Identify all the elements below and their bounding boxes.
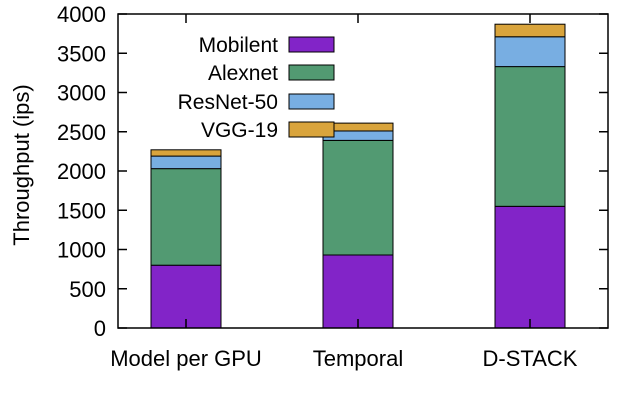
y-tick-label: 3000 (57, 81, 106, 106)
bar-segment-mobilent (322, 254, 394, 329)
y-axis-title: Throughput (ips) (9, 84, 34, 245)
legend-label: Mobilent (199, 34, 279, 57)
bar-segment-alexnet (322, 139, 394, 256)
legend-label: ResNet-50 (178, 91, 278, 114)
bar-segment-vgg-19 (494, 23, 566, 38)
y-tick-label: 2000 (57, 159, 106, 184)
x-category-label: Temporal (313, 346, 403, 371)
bar-segment-resnet-50 (494, 36, 566, 68)
legend-label: Alexnet (208, 62, 278, 85)
bar-segment-mobilent (150, 264, 222, 329)
y-tick-label: 500 (69, 277, 106, 302)
legend-swatch (288, 93, 335, 110)
x-category-label: Model per GPU (110, 346, 262, 371)
legend-swatch (288, 64, 335, 81)
y-tick-label: 4000 (57, 2, 106, 27)
legend-swatch (288, 36, 335, 53)
bar-segment-alexnet (494, 66, 566, 207)
bar-segment-alexnet (150, 168, 222, 266)
y-tick-label: 3500 (57, 41, 106, 66)
bar-segment-vgg-19 (150, 149, 222, 157)
x-category-label: D-STACK (483, 346, 578, 371)
y-tick-label: 1000 (57, 238, 106, 263)
bars-layer (150, 23, 566, 329)
y-tick-label: 0 (94, 316, 106, 341)
bar-segment-mobilent (494, 205, 566, 329)
legend-swatch (288, 121, 335, 138)
y-ticks: 0 500 1000 1500 2000 2500 3000 3500 4000 (57, 2, 608, 341)
legend: Mobilent Alexnet ResNet-50 VGG-19 (178, 34, 335, 142)
x-category-labels: Model per GPU Temporal D-STACK (110, 346, 578, 371)
y-tick-label: 1500 (57, 198, 106, 223)
bar-segment-resnet-50 (150, 155, 222, 170)
legend-label: VGG-19 (201, 119, 278, 142)
y-tick-label: 2500 (57, 120, 106, 145)
